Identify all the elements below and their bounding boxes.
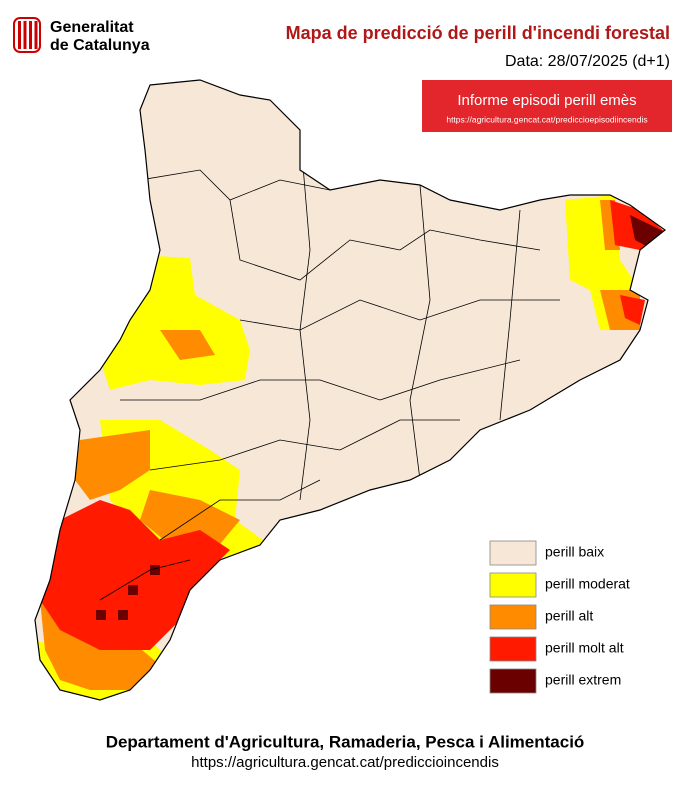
legend-swatch — [489, 572, 537, 598]
alert-title[interactable]: Informe episodi perill emès — [457, 92, 636, 109]
comarca-borders — [99, 129, 560, 601]
legend-swatch — [489, 604, 537, 630]
legend-label: perill molt alt — [545, 640, 624, 656]
legend-label: perill alt — [545, 608, 593, 624]
footer-department: Departament d'Agricultura, Ramaderia, Pe… — [106, 732, 585, 751]
legend: perill baix perill moderat perill alt peril… — [489, 540, 630, 694]
alert-url[interactable]: https://agricultura.gencat.cat/prediccio… — [446, 114, 647, 124]
legend-label: perill baix — [545, 544, 604, 560]
alert-box[interactable] — [422, 80, 672, 132]
legend-swatch — [489, 540, 537, 566]
date: Data: 28/07/2025 (d+1) — [505, 53, 670, 70]
legend-swatch — [489, 668, 537, 694]
title: Mapa de predicció de perill d'incendi fo… — [286, 23, 670, 43]
legend-label: perill extrem — [545, 672, 621, 688]
legend-label: perill moderat — [545, 576, 630, 592]
footer-url[interactable]: https://agricultura.gencat.cat/prediccio… — [191, 754, 499, 771]
logo — [13, 17, 41, 53]
logo-text: Generalitat — [50, 19, 134, 36]
logo-text: de Catalunya — [50, 37, 150, 54]
legend-swatch — [489, 636, 537, 662]
